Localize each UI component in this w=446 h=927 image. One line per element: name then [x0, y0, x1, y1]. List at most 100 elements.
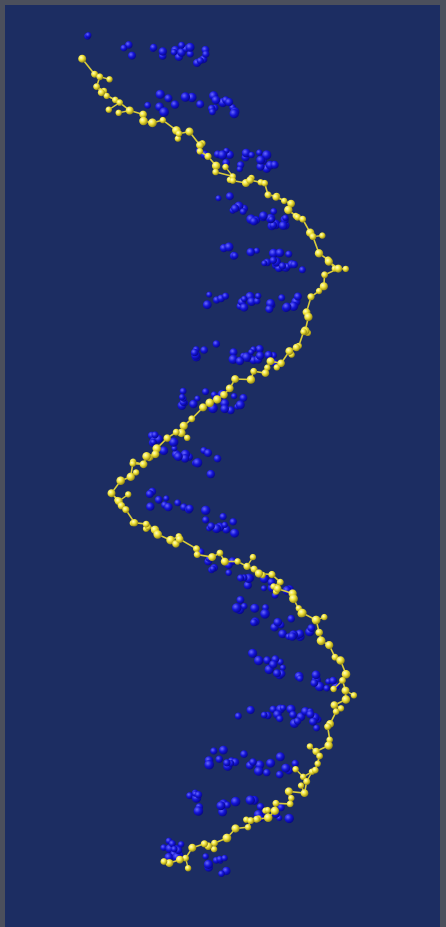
side-atom [116, 110, 122, 116]
base-atom [281, 764, 290, 773]
base-atom [203, 853, 209, 859]
base-atom [208, 522, 215, 529]
backbone-atom [139, 117, 148, 126]
base-atom [261, 260, 267, 266]
backbone-atom [268, 571, 275, 578]
backbone-atom [196, 141, 204, 149]
base-atom [171, 49, 178, 56]
backbone-atom [325, 641, 333, 649]
base-atom [256, 352, 264, 360]
base-atom [230, 518, 237, 525]
base-atom [202, 51, 209, 58]
base-atom [178, 42, 185, 49]
base-atom [204, 760, 214, 770]
base-atom [273, 669, 281, 677]
backbone-atom [304, 313, 312, 321]
backbone-atom [211, 840, 218, 847]
base-atom [200, 346, 208, 354]
base-atom [155, 496, 163, 504]
backbone-atom [108, 489, 116, 497]
base-atom [210, 566, 216, 572]
base-atom [261, 712, 268, 719]
backbone-atom [315, 629, 323, 637]
backbone-atom [271, 807, 279, 815]
base-atom [288, 632, 297, 641]
backbone-atom [287, 801, 294, 808]
backbone-atom [316, 753, 323, 760]
base-atom [250, 217, 258, 225]
base-atom [259, 211, 268, 220]
side-atom [343, 266, 349, 272]
backbone-atom [265, 191, 272, 198]
backbone-atom [185, 128, 193, 136]
backbone-atom [199, 403, 207, 411]
backbone-atom [342, 687, 350, 695]
base-atom [289, 711, 297, 719]
base-atom [150, 439, 156, 445]
backbone-atom [142, 452, 151, 461]
base-atom [307, 624, 315, 632]
base-atom [195, 791, 202, 798]
base-atom [171, 100, 179, 108]
backbone-atom [298, 609, 307, 618]
base-atom [218, 870, 225, 877]
base-atom [207, 470, 215, 478]
backbone-atom [246, 176, 253, 183]
base-atom [278, 294, 285, 301]
backbone-atom [140, 460, 148, 468]
base-atom [220, 513, 227, 520]
base-atom [287, 615, 295, 623]
base-atom [285, 251, 292, 258]
side-atom [298, 782, 304, 788]
base-atom [237, 596, 245, 604]
base-atom [194, 806, 204, 816]
base-atom [276, 771, 284, 779]
backbone-atom [131, 519, 138, 526]
backbone-atom [324, 741, 332, 749]
base-atom [294, 293, 302, 301]
base-atom [276, 715, 283, 722]
backbone-atom [176, 535, 184, 543]
side-atom [288, 795, 294, 801]
base-atom [256, 156, 265, 165]
backbone-atom [96, 73, 103, 80]
base-atom [231, 797, 241, 807]
base-atom [197, 57, 204, 64]
base-atom [196, 100, 204, 108]
backbone-atom [300, 329, 307, 336]
backbone-atom [272, 194, 279, 201]
base-atom [201, 506, 210, 515]
backbone-atom [274, 585, 282, 593]
backbone-atom [122, 506, 129, 513]
backbone-atom [267, 357, 275, 365]
base-atom [237, 166, 243, 172]
backbone-atom [277, 579, 284, 586]
backbone-atom [293, 344, 300, 351]
backbone-atom [230, 177, 237, 184]
backbone-atom [221, 558, 229, 566]
base-atom [235, 713, 242, 720]
base-atom [219, 746, 228, 755]
backbone-atom [226, 385, 234, 393]
backbone-atom [285, 787, 293, 795]
base-atom [180, 388, 187, 395]
backbone-atom [262, 369, 270, 377]
base-atom [216, 801, 225, 810]
backbone-atom [116, 99, 123, 106]
base-atom [174, 499, 181, 506]
base-atom [194, 396, 200, 402]
backbone-atom [284, 206, 292, 214]
base-atom [159, 47, 167, 55]
base-atom [297, 675, 304, 682]
base-atom [230, 529, 239, 538]
base-atom [237, 574, 244, 581]
base-atom [222, 293, 229, 300]
base-atom [282, 303, 291, 312]
side-atom [321, 614, 327, 620]
base-atom [216, 756, 223, 763]
side-atom [106, 107, 112, 113]
base-atom [247, 248, 255, 256]
base-atom [202, 516, 209, 523]
backbone-atom [197, 148, 204, 155]
base-atom [263, 769, 270, 776]
